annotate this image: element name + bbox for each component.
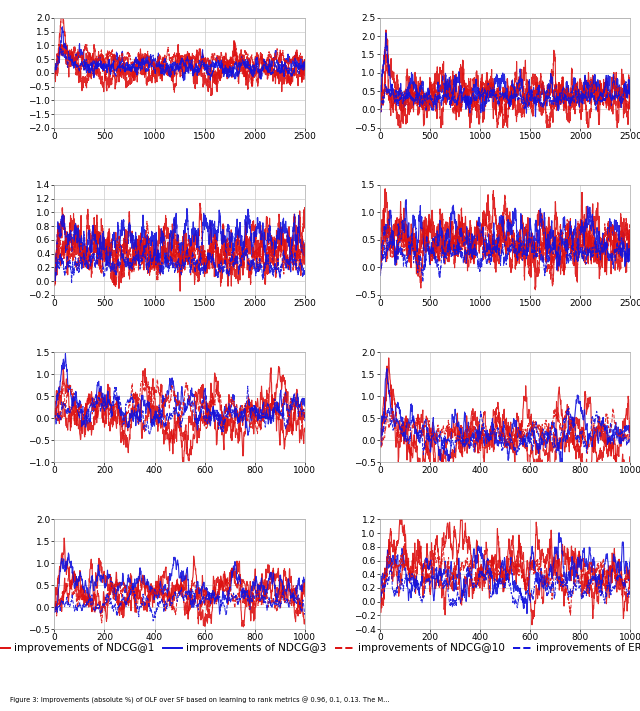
Legend: improvements of NDCG@1, improvements of NDCG@3, improvements of NDCG@10, improve: improvements of NDCG@1, improvements of …: [0, 639, 640, 658]
Text: Figure 3: Improvements (absolute %) of OLF over SF based on learning to rank met: Figure 3: Improvements (absolute %) of O…: [10, 697, 389, 704]
